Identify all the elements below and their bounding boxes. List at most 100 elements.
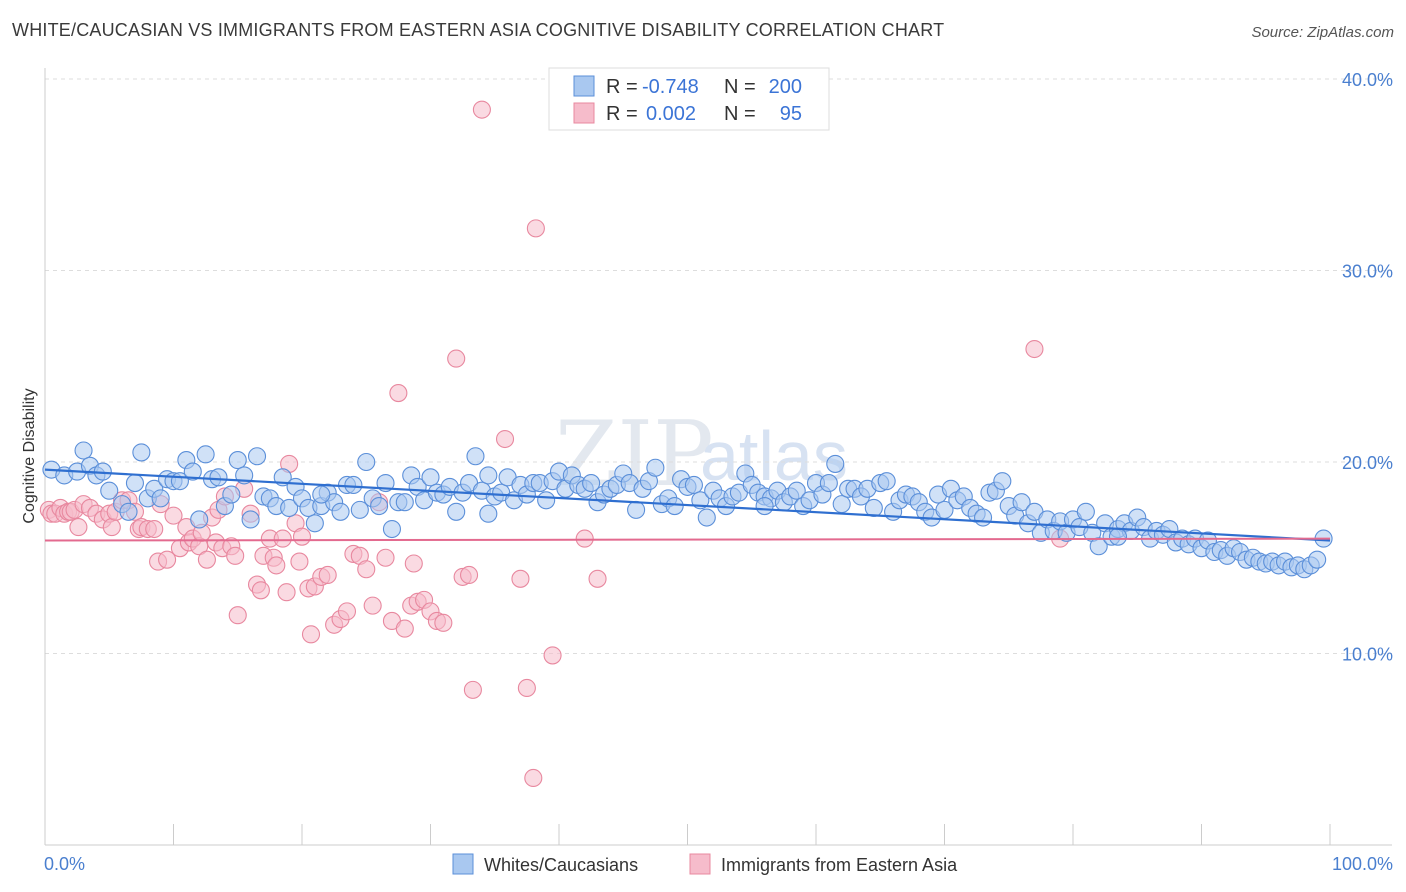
whites-data-point xyxy=(209,468,228,487)
legend-n-value-1: 200 xyxy=(769,76,802,98)
whites-data-point xyxy=(646,458,665,477)
immigrants-data-point xyxy=(145,519,164,539)
immigrants-data-point xyxy=(69,518,88,537)
immigrants-data-point xyxy=(164,506,183,525)
whites-data-point xyxy=(697,508,716,527)
whites-data-point xyxy=(344,475,363,495)
whites-data-point xyxy=(819,474,838,493)
immigrants-data-point xyxy=(434,613,453,632)
whites-data-point xyxy=(312,485,331,504)
immigrants-data-point xyxy=(404,554,423,573)
whites-data-point xyxy=(582,474,601,493)
source-label: Source: ZipAtlas.com xyxy=(1251,24,1394,41)
legend-swatch-blue xyxy=(573,75,595,97)
whites-data-point xyxy=(280,498,299,518)
whites-data-point xyxy=(395,493,414,512)
whites-data-point xyxy=(993,472,1012,491)
whites-data-point xyxy=(125,474,144,493)
legend-swatch-pink xyxy=(573,102,595,124)
whites-data-point xyxy=(370,496,389,516)
immigrants-data-point xyxy=(273,529,292,548)
whites-data-point xyxy=(479,466,498,485)
whites-data-point xyxy=(382,519,402,539)
whites-data-point xyxy=(1012,493,1031,512)
series-legend: Whites/Caucasians Immigrants from Easter… xyxy=(452,853,958,875)
legend-r-value-2: 0.002 xyxy=(646,103,696,125)
bottom-legend-swatch-blue xyxy=(452,853,474,875)
legend-r-value-1: -0.748 xyxy=(642,76,699,98)
whites-data-point xyxy=(151,489,170,508)
whites-data-point xyxy=(305,514,324,533)
immigrants-data-point xyxy=(102,518,121,537)
gridlines xyxy=(45,78,1392,654)
whites-data-point xyxy=(665,496,684,516)
whites-data-point xyxy=(787,481,806,500)
whites-data-point xyxy=(74,441,93,460)
immigrants-data-point xyxy=(376,548,395,567)
immigrants-data-point xyxy=(357,560,376,579)
legend-n-value-2: 95 xyxy=(780,103,802,125)
whites-data-point xyxy=(684,475,703,495)
immigrants-data-point xyxy=(472,100,491,119)
legend-r-label-1: R = xyxy=(606,76,638,98)
immigrants-data-point xyxy=(1025,339,1044,359)
x-tick-label-min: 0.0% xyxy=(44,854,85,874)
immigrants-data-point xyxy=(524,768,543,788)
whites-data-point xyxy=(100,481,119,500)
bottom-legend-label-whites: Whites/Caucasians xyxy=(484,855,638,875)
legend-n-label-2: N = xyxy=(724,103,756,125)
immigrants-data-point xyxy=(526,219,545,238)
immigrants-data-point xyxy=(495,429,515,449)
whites-data-point xyxy=(421,468,440,487)
y-axis-tick-labels: 10.0% 20.0% 30.0% 40.0% xyxy=(1342,70,1393,665)
y-tick-label: 40.0% xyxy=(1342,70,1393,90)
immigrants-data-point xyxy=(517,678,536,698)
whites-data-point xyxy=(877,472,896,491)
immigrants-data-point xyxy=(290,552,309,571)
whites-data-point xyxy=(1089,537,1108,556)
y-axis-label: Cognitive Disability xyxy=(21,388,38,523)
immigrants-data-point xyxy=(389,384,408,403)
immigrants-data-point xyxy=(575,529,594,548)
immigrants-data-point xyxy=(363,596,382,615)
whites-data-point xyxy=(196,445,215,464)
whites-data-point xyxy=(479,504,498,523)
immigrants-data-point xyxy=(459,565,479,585)
whites-data-point xyxy=(357,452,376,472)
immigrants-trend-line xyxy=(44,537,1331,542)
legend-n-label-1: N = xyxy=(724,76,756,98)
immigrants-data-point xyxy=(277,583,296,602)
x-tick-label-max: 100.0% xyxy=(1332,854,1393,874)
whites-data-point xyxy=(826,454,845,473)
bottom-legend-label-immigrants: Immigrants from Eastern Asia xyxy=(721,855,958,875)
immigrants-data-point xyxy=(543,646,562,665)
whites-data-point xyxy=(864,498,883,518)
chart-title: WHITE/CAUCASIAN VS IMMIGRANTS FROM EASTE… xyxy=(12,20,945,40)
immigrants-data-point xyxy=(197,550,216,569)
whites-data-point xyxy=(331,502,350,521)
whites-data-point xyxy=(222,485,241,504)
y-tick-label: 20.0% xyxy=(1342,453,1393,473)
correlation-legend: R = -0.748 N = 200 R = 0.002 N = 95 xyxy=(548,67,830,131)
whites-data-point xyxy=(183,462,202,481)
immigrants-data-point xyxy=(226,546,245,565)
immigrants-data-point xyxy=(463,680,482,699)
whites-data-point xyxy=(228,451,247,470)
whites-data-point xyxy=(832,495,851,514)
immigrants-data-point xyxy=(511,569,530,588)
whites-data-point xyxy=(190,510,209,529)
immigrants-data-point xyxy=(228,606,247,625)
whites-data-point xyxy=(1076,502,1095,521)
whites-data-point xyxy=(537,491,556,510)
whites-trend-line xyxy=(44,468,1331,542)
whites-data-point xyxy=(627,500,646,519)
immigrants-data-point xyxy=(588,569,607,588)
whites-data-point xyxy=(132,443,151,462)
whites-data-point xyxy=(755,496,774,516)
immigrants-data-point xyxy=(395,619,414,638)
x-axis-ticks xyxy=(173,824,1331,845)
series-immigrants-eastern-asia-points xyxy=(39,100,1070,788)
immigrants-data-point xyxy=(158,550,177,569)
immigrants-data-point xyxy=(337,602,357,621)
